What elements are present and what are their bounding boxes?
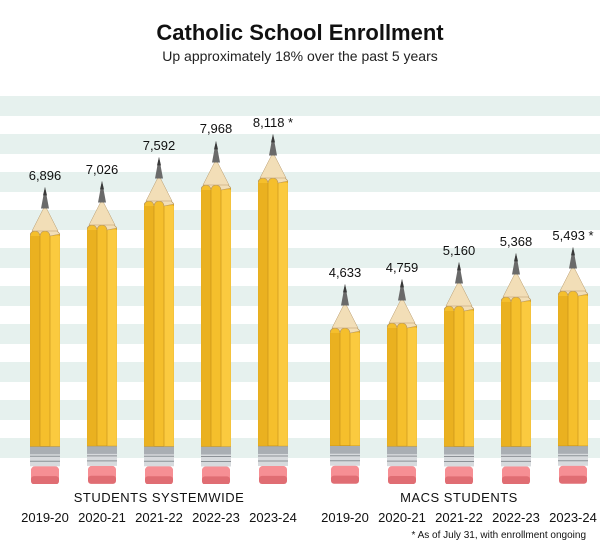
pencil-bar	[330, 284, 360, 484]
year-label: 2022-23	[187, 510, 245, 525]
year-label: 2023-24	[544, 510, 600, 525]
year-label: 2021-22	[430, 510, 488, 525]
pencil-bar	[30, 187, 60, 484]
chart-title: Catholic School Enrollment	[0, 20, 600, 46]
year-label: 2019-20	[316, 510, 374, 525]
year-label: 2023-24	[244, 510, 302, 525]
year-label: 2022-23	[487, 510, 545, 525]
value-label: 6,896	[15, 168, 75, 183]
value-label: 8,118 *	[243, 115, 303, 130]
pencil-bar	[558, 247, 588, 484]
stripe	[0, 134, 600, 154]
pencil-bar	[144, 157, 174, 484]
group-label: STUDENTS SYSTEMWIDE	[39, 490, 279, 505]
pencil-bar	[258, 134, 288, 484]
value-label: 5,160	[429, 243, 489, 258]
pencil-bar	[501, 253, 531, 484]
stripe	[0, 96, 600, 116]
value-label: 7,968	[186, 121, 246, 136]
chart-subtitle: Up approximately 18% over the past 5 yea…	[0, 48, 600, 64]
value-label: 5,368	[486, 234, 546, 249]
chart-canvas: Catholic School Enrollment Up approximat…	[0, 0, 600, 547]
pencil-bar	[444, 262, 474, 484]
pencil-bar	[387, 279, 417, 484]
value-label: 7,592	[129, 138, 189, 153]
footnote: * As of July 31, with enrollment ongoing	[411, 530, 586, 541]
pencil-bar	[201, 141, 231, 485]
value-label: 7,026	[72, 162, 132, 177]
year-label: 2020-21	[373, 510, 431, 525]
pencil-bar	[87, 181, 117, 484]
value-label: 5,493 *	[543, 228, 600, 243]
year-label: 2020-21	[73, 510, 131, 525]
year-label: 2019-20	[16, 510, 74, 525]
year-label: 2021-22	[130, 510, 188, 525]
value-label: 4,759	[372, 260, 432, 275]
group-label: MACS STUDENTS	[339, 490, 579, 505]
value-label: 4,633	[315, 265, 375, 280]
